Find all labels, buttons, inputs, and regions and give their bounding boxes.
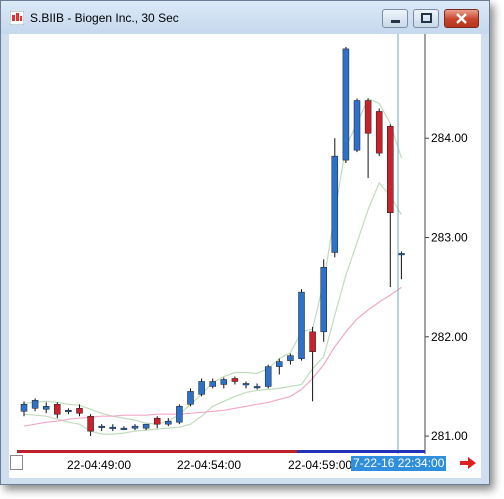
cursor-time-label: 7-22-16 22:34:00 xyxy=(351,456,447,471)
session-bar-blue xyxy=(297,450,425,453)
candle-body xyxy=(54,404,61,415)
candle-body xyxy=(276,361,283,367)
candle-body xyxy=(298,291,305,359)
time-axis: 22-04:49:00 22-04:54:00 22-04:59:00 7-22… xyxy=(9,455,481,472)
candle-body xyxy=(387,126,394,213)
candle-body xyxy=(342,48,350,161)
candle-body xyxy=(165,420,172,425)
candle-body xyxy=(176,406,183,423)
candle-body xyxy=(320,267,327,333)
candle-body xyxy=(120,427,128,430)
x-tick-label: 22-04:54:00 xyxy=(177,458,242,472)
candle-body xyxy=(331,155,339,253)
candle-body xyxy=(31,400,39,409)
candle-body xyxy=(209,381,216,387)
lower-band-line xyxy=(23,181,402,435)
candle-body xyxy=(87,415,94,432)
session-bar-red xyxy=(17,450,297,453)
candle-body xyxy=(231,378,239,382)
x-tick-label: 22-04:49:00 xyxy=(67,458,132,472)
candle-body xyxy=(98,425,105,428)
candle-body xyxy=(253,386,261,389)
maximize-icon xyxy=(421,13,432,23)
candle-body xyxy=(65,410,72,413)
candle-body xyxy=(76,408,83,414)
candle-body xyxy=(20,404,28,412)
corner-box[interactable] xyxy=(10,455,23,470)
candle-body xyxy=(153,417,161,425)
candle-body xyxy=(398,253,405,256)
candle-body xyxy=(242,383,250,386)
close-icon xyxy=(456,13,467,24)
candlestick-chart[interactable]: 284.00 283.00 282.00 281.00 xyxy=(9,34,481,455)
y-tick-label: 281.00 xyxy=(431,429,468,443)
candle-body xyxy=(375,111,383,154)
candle-body xyxy=(142,423,150,429)
chart-window: S.BIIB - Biogen Inc., 30 Sec 284.00 283.0… xyxy=(0,0,490,485)
minimize-icon xyxy=(391,20,400,23)
candle-body xyxy=(109,426,117,429)
candle-body xyxy=(198,381,205,395)
y-tick-label: 282.00 xyxy=(431,330,468,344)
title-bar[interactable]: S.BIIB - Biogen Inc., 30 Sec xyxy=(1,1,489,34)
candle-body xyxy=(309,331,316,352)
x-tick-label: 22-04:59:00 xyxy=(288,458,353,472)
y-tick-label: 283.00 xyxy=(431,231,468,245)
candle-body xyxy=(264,366,272,387)
candle-body xyxy=(42,406,50,410)
candle-body xyxy=(287,355,294,361)
candle-body xyxy=(220,379,228,385)
maximize-button[interactable] xyxy=(413,9,439,28)
window-title: S.BIIB - Biogen Inc., 30 Sec xyxy=(30,11,179,25)
scroll-right-arrow-icon[interactable] xyxy=(459,456,477,470)
candle-body xyxy=(131,425,139,429)
candle-body xyxy=(353,100,361,151)
y-tick-label: 284.00 xyxy=(431,131,468,145)
chart-app-icon xyxy=(10,11,24,25)
candle-body xyxy=(187,391,194,405)
moving-average-line xyxy=(23,286,402,427)
minimize-button[interactable] xyxy=(382,9,408,28)
close-button[interactable] xyxy=(444,9,479,28)
candle-body xyxy=(364,100,372,134)
chart-area[interactable]: 284.00 283.00 282.00 281.00 xyxy=(9,34,481,478)
